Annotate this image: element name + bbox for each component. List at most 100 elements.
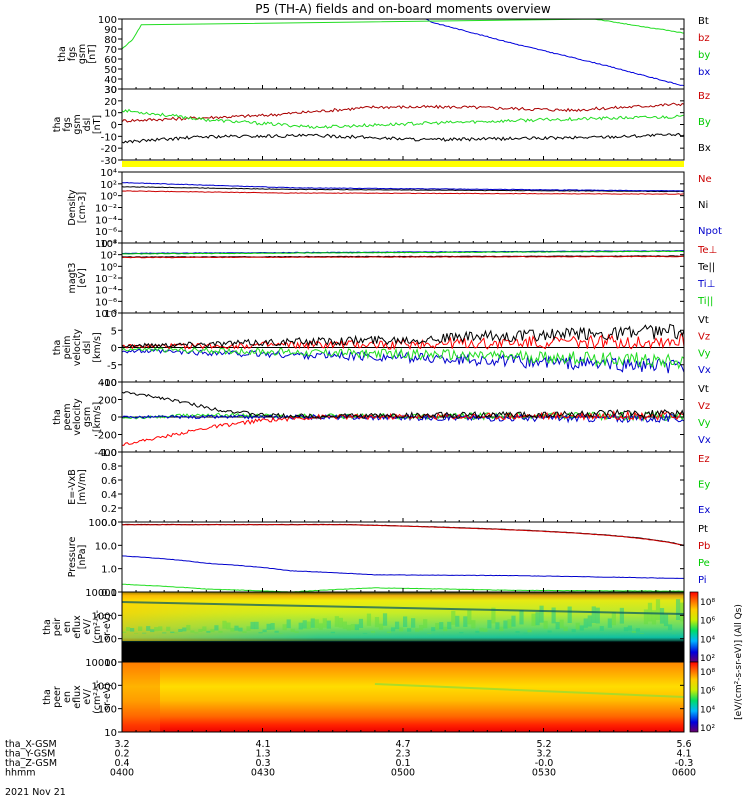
spectrogram-streak (587, 615, 592, 627)
spectrogram-streak (591, 606, 596, 623)
panel-peir_flux: 10000 1000 100 10 thapeirenefluxeV/(cm²-s-sr… (42, 588, 685, 669)
y-tick-label: -200 (94, 431, 117, 442)
spectrogram-streak (198, 628, 203, 632)
y-tick-label: 1.0 (101, 565, 117, 576)
spectrogram-streak (130, 628, 135, 632)
spectrogram-streak (334, 616, 339, 627)
spectrogram-streak (398, 627, 404, 632)
y-tick-label: -20 (101, 144, 117, 155)
spectrogram-streak (463, 616, 468, 627)
spectrogram-streak (619, 607, 624, 624)
series-line-2 (121, 332, 685, 351)
y-axis-label-line: [mV/m] (77, 469, 88, 505)
spectrogram-streak (138, 626, 143, 631)
spectrogram-streak (539, 605, 544, 623)
spectrogram-streak (543, 620, 548, 629)
spectrogram-streak (378, 623, 384, 630)
spectrogram-streak (495, 622, 500, 630)
orbit-value: 0600 (672, 768, 696, 779)
y-tick-label: 70 (104, 45, 117, 56)
y-tick-label: 10⁻⁶ (95, 227, 117, 238)
y-tick-label: 0.6 (101, 476, 117, 487)
legend-label: Npot (698, 226, 722, 237)
colorbar-tick-label: 10⁴ (700, 705, 715, 715)
spectrogram-streak (262, 629, 267, 633)
y-axis-label: E=-VxB[mV/m] (67, 469, 88, 505)
y-axis-label-line: dsl (82, 118, 93, 132)
y-axis-label-line: Pressure (67, 537, 78, 578)
spectrogram-streak (294, 631, 299, 633)
y-tick-label: 10⁻² (95, 274, 117, 285)
spectrogram-streak (431, 627, 436, 632)
orbit-value: 0430 (251, 768, 275, 779)
legend-label: Te|| (697, 262, 715, 273)
orbit-value: 3.2 (114, 739, 129, 750)
spectrogram-streak (511, 615, 516, 627)
spectrogram-streak (186, 624, 191, 631)
legend-label: Ti|| (697, 296, 713, 307)
y-tick-label: 100 (98, 15, 117, 26)
spectrogram-streak (310, 618, 315, 628)
panel-peim_velocity: 10 5 0 -5 -10 thapeimvelocitydsl[km/s] Vt Vz Vy V… (52, 309, 711, 389)
y-tick-label: 0.8 (101, 462, 117, 473)
y-axis-label-line: en (62, 621, 73, 633)
y-tick-label: 0 (111, 344, 117, 355)
series-line-2 (121, 190, 685, 195)
y-tick-label: 50 (104, 65, 117, 76)
spectrogram-streak (274, 630, 279, 633)
y-axis-label: Pressure[nPa] (67, 537, 88, 578)
colorbar-tick-label: 10² (700, 724, 715, 734)
spectrogram-band (374, 683, 685, 698)
series-line-0 (121, 186, 685, 193)
legend-label: Ti⊥ (697, 279, 715, 290)
y-tick-label: 10² (100, 251, 117, 262)
y-tick-label: 10.0 (95, 541, 117, 552)
y-tick-label: 10 (104, 309, 117, 320)
colorbar-tick-label: 10⁸ (700, 668, 715, 678)
spectrogram-streak (567, 606, 572, 624)
spectrogram-streak (350, 623, 356, 630)
y-axis-label: thapeerenefluxeV/(cm²-s-sr-eV) (42, 680, 113, 714)
legend-label: Vx (698, 435, 711, 446)
y-axis-label-line: tha (42, 689, 53, 705)
spectrogram-streak (242, 631, 247, 633)
colorbar-tick-label: 10² (700, 654, 715, 664)
spectrogram-streak (551, 607, 556, 624)
spectrogram-peer_flux (122, 662, 684, 732)
legend-label: Te⊥ (697, 245, 717, 256)
spectrogram-streak (483, 628, 488, 632)
spectrogram-streak (519, 610, 524, 625)
spectrogram-streak (535, 612, 540, 626)
spectrogram-streak (254, 621, 259, 630)
orbit-value: 2.3 (395, 749, 410, 760)
spectrogram-streak (146, 626, 151, 631)
y-tick-label: 10² (100, 180, 117, 191)
spectrogram-streak (302, 620, 307, 629)
spectrogram-streak (218, 630, 223, 633)
spectrogram-streak (659, 608, 665, 624)
spectrogram-streak (158, 626, 163, 631)
spectrogram-streak (394, 621, 400, 630)
y-tick-label: -400 (94, 448, 117, 459)
legend-label: Pb (698, 541, 710, 552)
spectrogram-streak (270, 623, 275, 630)
panel-peem_velocity: 400 200 0 -200 -400 thapeemvelocitygsm[km/s] V… (52, 378, 711, 459)
y-axis-label: thapeemvelocitygsm[km/s] (52, 398, 103, 436)
spectrogram-streak (467, 610, 472, 625)
y-axis-label-line: (cm²-s- (92, 680, 103, 714)
y-tick-label: 0 (111, 413, 117, 424)
spectrogram-streak (611, 611, 616, 626)
colorbar-tick-label: 10⁸ (700, 598, 715, 608)
y-axis-label-line: [km/s] (92, 332, 103, 362)
y-axis-label-line: tha (57, 46, 68, 62)
panel-frame (121, 88, 685, 161)
spectrogram-streak (647, 602, 653, 622)
orbit-value: 0400 (110, 768, 134, 779)
spectrogram-streak (222, 620, 227, 629)
spectrogram-streak (238, 627, 243, 632)
spectrogram-streak (579, 625, 584, 631)
series-line-2 (121, 132, 685, 144)
spectrogram-streak (523, 632, 528, 634)
